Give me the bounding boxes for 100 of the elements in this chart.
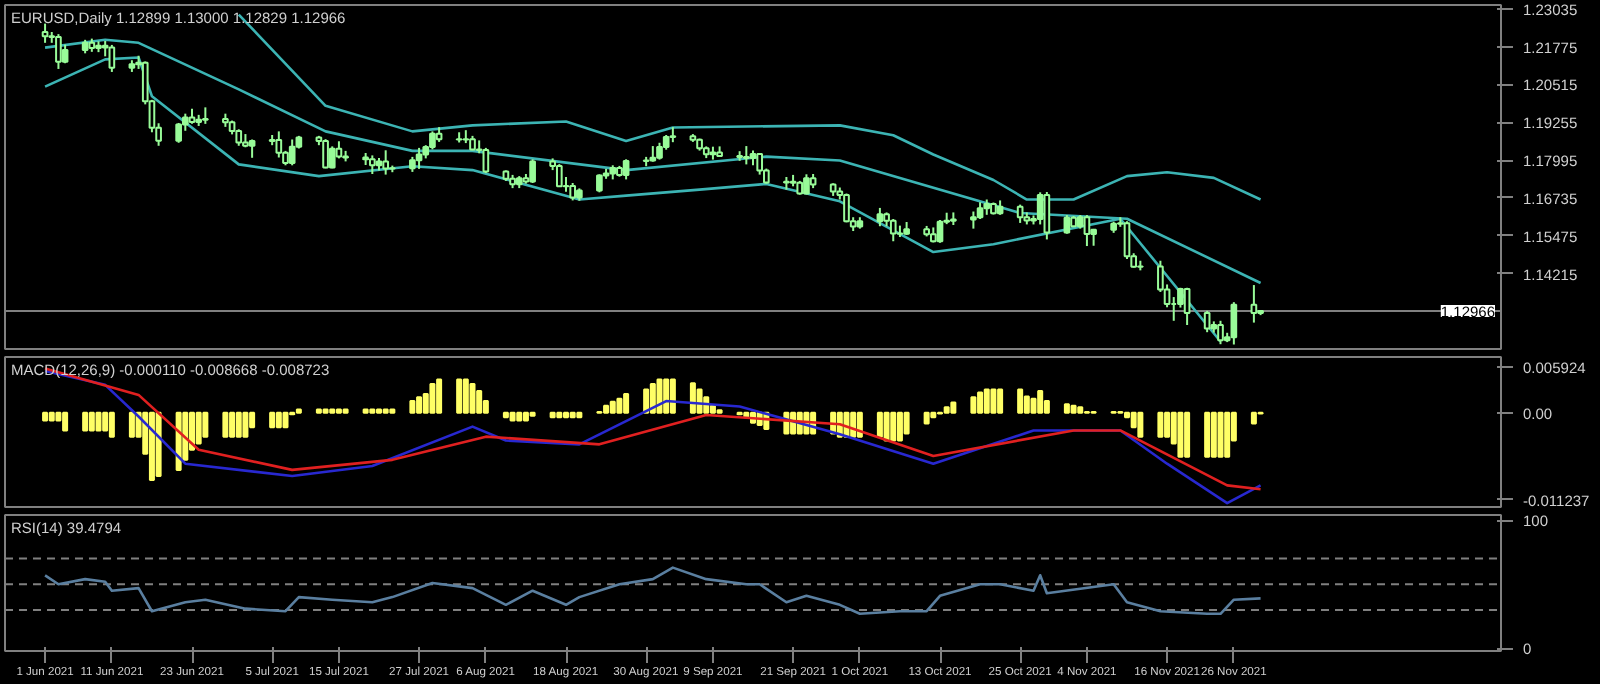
bar: [242, 411, 249, 438]
candlestick: [936, 218, 944, 244]
candlestick: [1123, 220, 1131, 260]
bar: [896, 411, 903, 442]
candlestick: [1203, 309, 1211, 334]
bar: [516, 411, 523, 422]
candlestick: [1063, 214, 1071, 235]
candlestick: [288, 138, 296, 167]
bar: [669, 378, 676, 414]
bar: [623, 393, 630, 414]
line-series: [237, 13, 1262, 201]
bar: [62, 411, 69, 432]
line-series: [43, 566, 1262, 616]
candlestick: [55, 33, 62, 70]
candlestick: [382, 149, 390, 176]
bar: [1030, 397, 1037, 414]
bar: [509, 411, 516, 422]
candlestick: [41, 22, 49, 44]
bar: [1210, 411, 1217, 458]
bar: [977, 391, 984, 414]
candlestick: [622, 158, 630, 181]
bar: [1070, 404, 1077, 414]
candlestick: [555, 163, 563, 188]
bar: [222, 411, 229, 438]
bar: [876, 411, 883, 438]
bar: [409, 400, 416, 414]
bar: [1184, 411, 1191, 458]
candlestick: [1250, 284, 1258, 324]
bar: [983, 388, 990, 414]
candlestick: [275, 130, 283, 159]
bar: [616, 397, 623, 414]
bar: [282, 411, 289, 429]
bar: [576, 411, 583, 419]
candlestick: [415, 146, 423, 170]
bar: [709, 404, 716, 414]
bar: [195, 411, 202, 445]
bar: [476, 390, 483, 414]
bar: [990, 388, 997, 414]
bar: [1063, 403, 1070, 414]
bar: [88, 411, 95, 432]
bar: [275, 411, 282, 429]
bar: [689, 382, 696, 414]
candlestick: [876, 206, 884, 228]
bar: [1023, 395, 1030, 414]
candlestick: [1183, 286, 1191, 326]
bar: [502, 411, 509, 419]
bar: [603, 404, 610, 414]
bar: [128, 411, 135, 438]
bar: [1224, 411, 1231, 458]
candlestick: [429, 130, 436, 151]
candlestick: [1230, 301, 1238, 346]
bar: [462, 378, 469, 414]
bar: [416, 396, 423, 414]
candlestick: [1217, 319, 1224, 346]
bar: [903, 411, 910, 435]
bar: [1204, 411, 1211, 458]
bar: [1217, 411, 1224, 458]
bar: [1077, 406, 1084, 414]
bar: [269, 411, 276, 429]
bar: [522, 411, 529, 422]
candlestick: [742, 145, 750, 166]
bar: [95, 411, 102, 432]
candlestick: [1016, 203, 1024, 224]
candlestick: [1043, 191, 1051, 241]
bar: [1017, 388, 1024, 414]
bar: [609, 400, 616, 414]
bar: [48, 411, 55, 422]
bar: [102, 411, 109, 432]
bar: [469, 383, 476, 414]
bar: [42, 411, 49, 422]
candlestick: [1083, 214, 1091, 248]
candlestick: [482, 146, 490, 175]
bar: [229, 411, 236, 438]
bar: [148, 411, 155, 481]
bar: [943, 406, 950, 414]
candlestick: [248, 138, 256, 159]
bar: [930, 411, 937, 419]
bar: [1037, 390, 1044, 414]
bar: [202, 411, 209, 438]
bar: [923, 411, 930, 425]
bar: [456, 378, 463, 414]
bar: [556, 411, 563, 419]
candlestick: [803, 173, 810, 196]
candlestick: [322, 138, 329, 170]
bar: [950, 401, 957, 414]
bar: [429, 383, 436, 414]
bar: [1250, 411, 1257, 425]
bar: [656, 378, 663, 414]
candlestick: [368, 154, 376, 175]
candlestick: [889, 218, 897, 243]
bar: [1157, 411, 1164, 438]
bar: [436, 378, 443, 414]
bar: [890, 411, 897, 442]
bar: [1164, 411, 1171, 438]
bar: [569, 411, 576, 419]
bar: [549, 411, 556, 419]
bar: [663, 378, 670, 414]
bar: [1137, 411, 1144, 438]
bar: [82, 411, 89, 432]
candlestick: [108, 43, 116, 73]
